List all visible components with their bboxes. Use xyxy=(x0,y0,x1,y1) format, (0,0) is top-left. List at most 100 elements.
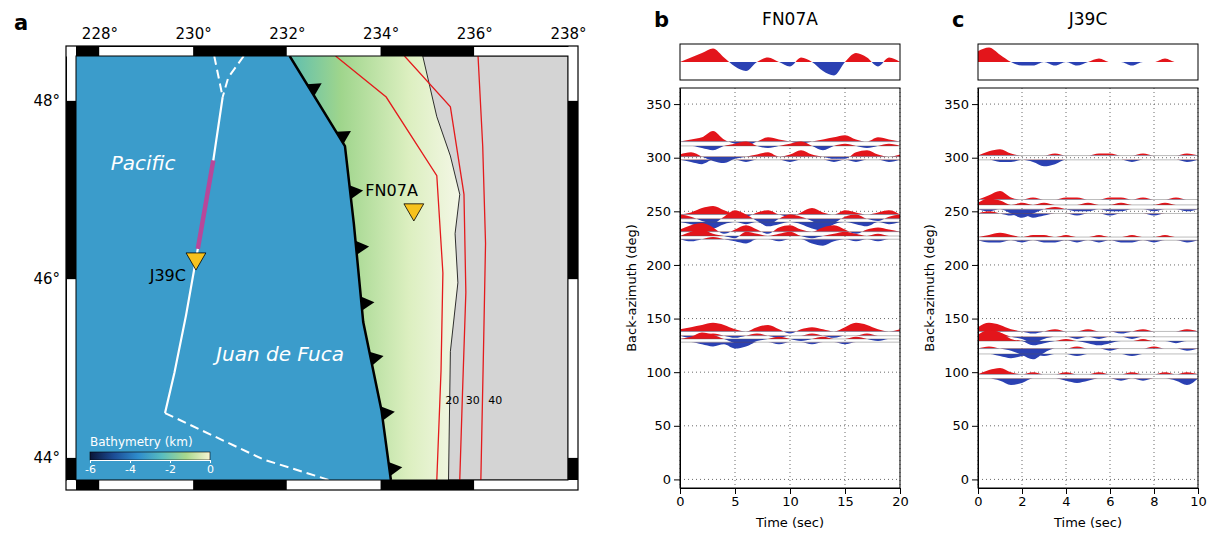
y-axis-tick-mark xyxy=(972,319,978,320)
trace-baseline xyxy=(680,145,900,146)
frame-outer xyxy=(66,46,578,490)
grid-line xyxy=(680,264,900,265)
wiggle-positive xyxy=(680,142,900,146)
y-axis-line xyxy=(978,89,979,489)
map-frame xyxy=(66,46,578,490)
wiggle-positive xyxy=(978,346,1198,348)
wiggle-positive xyxy=(680,210,900,219)
x-axis-tick-label: 15 xyxy=(837,494,854,509)
grid-line xyxy=(1154,88,1155,488)
wiggle-positive xyxy=(978,233,1198,237)
frame-band xyxy=(193,480,287,490)
frame-band xyxy=(381,480,475,490)
trace-baseline xyxy=(680,141,900,142)
y-axis-tick-label: 300 xyxy=(944,150,969,165)
x-axis-tick-mark xyxy=(1066,488,1067,494)
y-axis-tick: 150 xyxy=(944,311,978,326)
y-axis-tick-label: 0 xyxy=(663,472,671,487)
slab-contour xyxy=(404,56,465,480)
trace-baseline xyxy=(680,159,900,160)
x-axis-tick-label: 10 xyxy=(1190,494,1207,509)
ridge-dashed xyxy=(214,56,222,97)
trench-tooth xyxy=(355,241,369,255)
wiggle-positive xyxy=(978,323,1198,332)
x-axis-tick-mark xyxy=(845,488,846,494)
trace-baseline xyxy=(680,235,900,236)
plot-frame xyxy=(978,88,1198,488)
x-axis-tick: 2 xyxy=(1018,488,1026,509)
y-axis-tick: 350 xyxy=(944,97,978,112)
trace-baseline xyxy=(978,237,1198,238)
wiggle-negative xyxy=(978,62,1198,66)
x-axis-tick-label: 234° xyxy=(363,25,399,43)
traces xyxy=(680,131,900,349)
shelf xyxy=(290,56,568,480)
y-axis-tick: 48° xyxy=(33,92,66,110)
frame-band xyxy=(66,458,76,480)
trench-tooth xyxy=(381,407,395,421)
trace-baseline xyxy=(680,338,900,339)
y-axis: 050100150200250300350 xyxy=(646,89,680,489)
x-axis-tick: 15 xyxy=(837,488,854,509)
x-axis-tick-label: 0 xyxy=(676,494,684,509)
y-axis-tick: 250 xyxy=(646,204,680,219)
y-axis-tick-mark xyxy=(674,426,680,427)
wiggle-positive xyxy=(680,333,900,339)
wiggle-negative xyxy=(978,354,1198,358)
y-axis-tick-label: 200 xyxy=(646,258,671,273)
x-axis-tick-mark xyxy=(1022,488,1023,494)
x-axis-line xyxy=(77,46,569,47)
frame-band xyxy=(66,279,76,458)
wiggle-negative xyxy=(680,160,900,164)
frame-band xyxy=(568,458,578,480)
x-axis-tick-label: 10 xyxy=(782,494,799,509)
y-axis-tick-label: 300 xyxy=(646,150,671,165)
trace-baseline xyxy=(978,336,1198,337)
grid-line xyxy=(1066,88,1067,488)
station-label: J39C xyxy=(149,266,186,285)
x-axis-tick: 232° xyxy=(269,25,305,46)
grid-line xyxy=(978,479,1198,480)
y-axis-tick-label: 250 xyxy=(646,204,671,219)
wiggle-positive xyxy=(978,330,1198,341)
y-axis: 050100150200250300350 xyxy=(944,89,978,489)
y-axis-tick-mark xyxy=(674,265,680,266)
x-axis-tick-mark xyxy=(680,488,681,494)
x-axis-tick-label: 230° xyxy=(176,25,212,43)
frame-band xyxy=(76,480,99,490)
x-axis-tick-mark xyxy=(1110,488,1111,494)
x-axis-tick-label: 4 xyxy=(1062,494,1070,509)
colorbar-axis-tick-label: -6 xyxy=(85,463,96,476)
y-axis-tick-label: 50 xyxy=(952,418,969,433)
x-axis-title: Time (sec) xyxy=(1053,515,1122,530)
wiggle-positive xyxy=(680,323,900,332)
panel-letter: b xyxy=(654,8,669,32)
trench-tooth xyxy=(369,352,383,366)
y-axis-tick-label: 50 xyxy=(654,418,671,433)
ocean xyxy=(76,56,568,480)
x-axis-tick: 20 xyxy=(892,488,909,509)
frame-band xyxy=(568,279,578,458)
x-axis-tick-label: 0 xyxy=(974,494,982,509)
colorbar-axis-tick: 0 xyxy=(207,460,214,476)
y-axis-tick: 50 xyxy=(654,418,680,433)
y-axis: 44°46°48° xyxy=(33,57,66,481)
y-axis-title: Back-azimuth (deg) xyxy=(922,224,937,352)
frame-band xyxy=(287,46,381,56)
x-axis-tick-mark xyxy=(978,488,979,494)
frame-band xyxy=(99,46,193,56)
x-axis-tick-label: 2 xyxy=(1018,494,1026,509)
wiggle-positive xyxy=(680,131,900,142)
wiggle-positive xyxy=(680,49,900,63)
x-axis-tick: 5 xyxy=(731,488,739,509)
x-axis-tick-mark xyxy=(1154,488,1155,494)
trace-baseline xyxy=(978,374,1198,375)
station xyxy=(404,204,424,221)
x-axis-line xyxy=(979,488,1199,489)
y-axis-tick-mark xyxy=(674,211,680,212)
y-axis-tick: 100 xyxy=(944,365,978,380)
trench-tooth xyxy=(361,297,375,311)
x-axis-tick-label: 6 xyxy=(1106,494,1114,509)
y-axis-tick-label: 44° xyxy=(33,449,60,467)
trace-baseline xyxy=(978,240,1198,241)
